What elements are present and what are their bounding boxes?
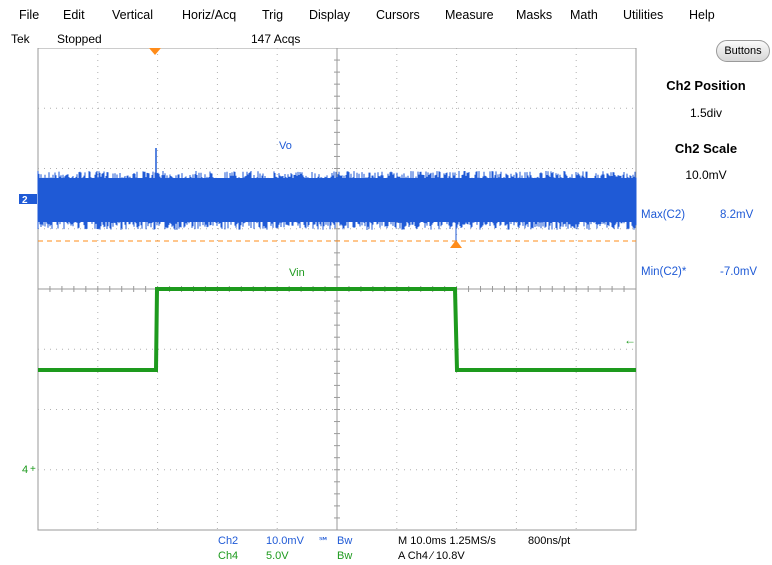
menu-file[interactable]: File xyxy=(19,8,40,22)
ch2-trace-label: Vo xyxy=(279,140,292,152)
menu-display[interactable]: Display xyxy=(309,8,350,22)
ch4-ground-marker[interactable]: 4 xyxy=(22,464,28,476)
menu-trig[interactable]: Trig xyxy=(262,8,284,22)
run-state: Stopped xyxy=(57,32,102,46)
menu-vertical[interactable]: Vertical xyxy=(112,8,153,22)
control-panel: Buttons Ch2 Position 1.5div Ch2 Scale 10… xyxy=(640,36,772,336)
ch4-scale[interactable]: 5.0V xyxy=(266,550,289,562)
measurement-max-value: 8.2mV xyxy=(720,209,754,221)
ch2-bandwidth: Bw xyxy=(337,535,353,547)
waveform-display[interactable]: Vo Vin 2 4 + ← xyxy=(0,48,640,532)
timebase-readout[interactable]: M 10.0ms 1.25MS/s xyxy=(398,535,496,547)
ch4-waveform xyxy=(38,287,636,372)
ch2-scale-value[interactable]: 10.0mV xyxy=(685,168,727,182)
cursor-marker[interactable] xyxy=(450,240,462,248)
trigger-readout[interactable]: A Ch4 ∕ 10.8V xyxy=(398,550,465,562)
ch4-bandwidth: Bw xyxy=(337,550,353,562)
measurement-max-label: Max(C2) xyxy=(641,209,686,221)
trigger-position-marker[interactable] xyxy=(149,48,161,55)
ch2-scale-title: Ch2 Scale xyxy=(674,141,738,156)
ch4-name[interactable]: Ch4 xyxy=(218,550,239,562)
menu-math[interactable]: Math xyxy=(570,8,598,22)
menu-horiz-acq[interactable]: Horiz/Acq xyxy=(182,8,237,22)
ch4-offscreen-arrow-icon: ← xyxy=(624,333,636,347)
ch2-position-value[interactable]: 1.5div xyxy=(689,106,723,120)
ch2-ground-marker[interactable] xyxy=(19,194,37,204)
menu-help[interactable]: Help xyxy=(689,8,715,22)
measurement-min-label: Min(C2)* xyxy=(641,266,687,278)
acquisition-count: 147 Acqs xyxy=(251,32,301,46)
buttons-button[interactable]: Buttons xyxy=(716,40,770,62)
record-resolution: 800ns/pt xyxy=(528,535,571,547)
menu-edit[interactable]: Edit xyxy=(63,8,85,22)
ch2-position-title: Ch2 Position xyxy=(666,78,746,93)
ch2-scale[interactable]: 10.0mV xyxy=(266,535,304,547)
ch4-trace-label: Vin xyxy=(289,267,305,279)
ch2-noise-envelope xyxy=(37,171,637,230)
menu-cursors[interactable]: Cursors xyxy=(376,8,420,22)
menu-utilities[interactable]: Utilities xyxy=(623,8,664,22)
menu-masks[interactable]: Masks xyxy=(516,8,553,22)
ch2-name[interactable]: Ch2 xyxy=(218,535,239,547)
ch2-waveform xyxy=(37,148,637,230)
menu-measure[interactable]: Measure xyxy=(445,8,494,22)
menu-bar: File Edit Vertical Horiz/Acq Trig Displa… xyxy=(0,0,772,30)
measurement-min-value: -7.0mV xyxy=(720,266,758,278)
ch2-coupling-icon: ℠ xyxy=(318,536,330,548)
ch2-marker-label: 2 xyxy=(22,195,28,206)
ch4-pulse-line xyxy=(38,287,636,372)
ch4-ground-arrow-icon: + xyxy=(30,464,36,475)
brand-label: Tek xyxy=(11,32,30,46)
